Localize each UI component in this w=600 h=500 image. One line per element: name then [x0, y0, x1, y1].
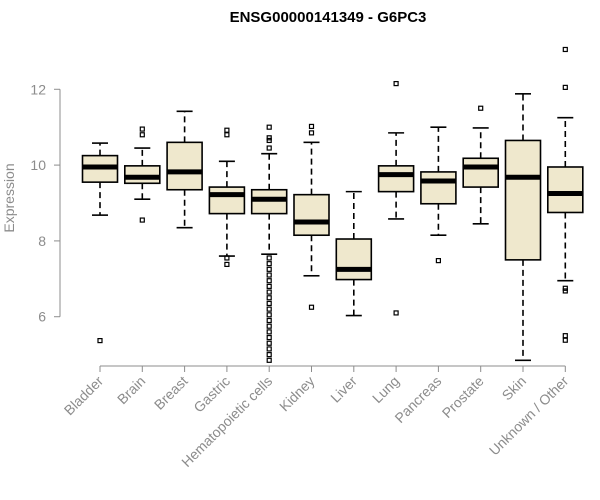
category-label: Brain	[114, 373, 148, 407]
outlier-point	[266, 352, 272, 358]
iqr-box	[420, 171, 457, 205]
box-kidney	[293, 123, 330, 310]
y-axis: 6 8 10 12	[30, 81, 61, 325]
category-label: Kidney	[276, 373, 318, 415]
box-gastric	[208, 127, 246, 268]
outlier-point	[308, 123, 315, 130]
outlier-point	[266, 306, 272, 312]
category-label: Lung	[369, 373, 402, 406]
category-label: Liver	[327, 373, 360, 406]
outlier-point	[562, 333, 568, 339]
outlier-point	[266, 145, 272, 151]
outlier-point	[308, 304, 315, 310]
y-axis-label: Expression	[1, 163, 17, 232]
outlier-point	[266, 272, 272, 278]
outlier-point	[97, 338, 103, 344]
outlier-point	[266, 137, 272, 144]
iqr-box	[335, 238, 373, 281]
iqr-box	[462, 157, 500, 188]
outlier-point	[266, 340, 272, 346]
outlier-point	[266, 278, 272, 284]
outlier-point	[562, 288, 568, 294]
iqr-box	[377, 165, 415, 193]
outlier-point	[266, 283, 272, 289]
outlier-point	[266, 255, 272, 261]
outlier-point	[435, 258, 441, 264]
outlier-point	[266, 135, 272, 141]
box-pancreas	[420, 126, 457, 264]
outlier-point	[562, 337, 568, 343]
outlier-point	[266, 261, 272, 267]
iqr-box	[166, 141, 203, 191]
category-label: Pancreas	[391, 373, 444, 426]
iqr-box	[208, 186, 246, 215]
outlier-point	[266, 334, 272, 341]
outlier-point	[266, 289, 272, 295]
outlier-point	[393, 310, 399, 316]
category-label: Breast	[151, 373, 191, 413]
outlier-point	[266, 295, 272, 301]
chart-title: ENSG00000141349 - G6PC3	[230, 9, 427, 26]
outlier-point	[224, 261, 230, 268]
category-label: Skin	[499, 373, 530, 404]
category-label: Bladder	[61, 373, 107, 419]
outlier-point	[266, 312, 272, 318]
y-tick-label: 10	[30, 157, 46, 173]
outlier-point	[308, 130, 315, 136]
iqr-box	[546, 166, 584, 214]
box-breast	[166, 110, 203, 229]
outlier-point	[266, 266, 272, 272]
outlier-point	[478, 105, 484, 111]
x-axis	[99, 365, 566, 372]
outlier-point	[224, 132, 230, 138]
iqr-box	[293, 193, 330, 237]
outlier-point	[266, 317, 272, 324]
category-label: Unknown / Other	[486, 373, 572, 459]
box-brain	[124, 126, 161, 223]
iqr-box	[504, 139, 542, 261]
outlier-point	[393, 80, 399, 87]
y-tick-label: 6	[38, 309, 46, 325]
outlier-point	[139, 217, 145, 223]
box-hematopoietic-cells	[250, 124, 288, 363]
outlier-point	[266, 346, 272, 352]
outlier-point	[562, 84, 568, 90]
iqr-box	[124, 165, 161, 185]
outlier-point	[139, 126, 145, 132]
box-bladder	[81, 142, 119, 344]
box-lung	[377, 80, 415, 316]
box-prostate	[462, 105, 500, 225]
box-liver	[335, 190, 373, 317]
outlier-point	[562, 46, 568, 53]
box-unknown-other	[546, 46, 584, 343]
outlier-point	[266, 357, 272, 363]
outlier-point	[224, 127, 230, 133]
outlier-point	[266, 323, 272, 329]
outlier-point	[224, 255, 230, 261]
outlier-point	[266, 329, 272, 335]
box-skin	[504, 93, 542, 362]
y-tick-label: 12	[30, 81, 46, 97]
y-tick-label: 8	[38, 233, 46, 249]
outlier-point	[562, 285, 568, 291]
outlier-point	[139, 132, 145, 138]
category-label: Prostate	[439, 373, 487, 421]
outlier-point	[266, 124, 272, 130]
boxes-group	[81, 46, 584, 363]
outlier-point	[266, 300, 272, 307]
